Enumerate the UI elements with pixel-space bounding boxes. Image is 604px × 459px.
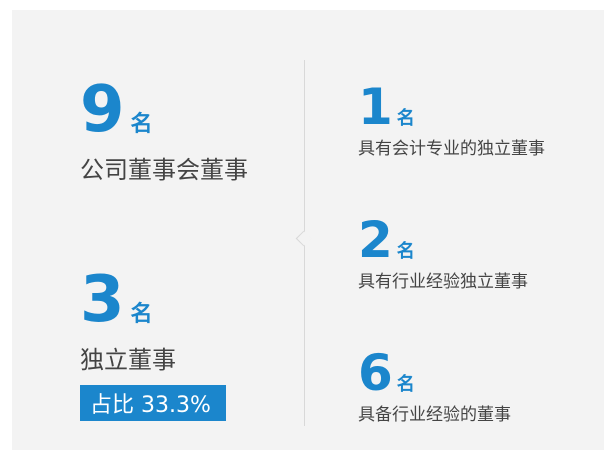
stat-label: 具有会计专业的独立董事 [358, 139, 545, 159]
stat-number: 6 [358, 344, 393, 402]
stat-number: 9 [80, 73, 125, 147]
divider-notch [295, 230, 312, 247]
stat-unit: 名 [396, 108, 415, 129]
stat-number: 3 [80, 263, 125, 337]
stat-label: 公司董事会董事 [80, 156, 248, 184]
ratio-badge: 占比 33.3% [80, 385, 226, 421]
stat-unit: 名 [130, 112, 153, 137]
stat-number: 1 [358, 78, 393, 136]
stat-unit: 名 [396, 241, 415, 262]
stat-label: 具有行业经验独立董事 [358, 272, 528, 292]
stat-label: 独立董事 [80, 346, 176, 374]
stat-unit: 名 [130, 302, 153, 327]
stat-label: 具备行业经验的董事 [358, 405, 511, 425]
stat-unit: 名 [396, 374, 415, 395]
stat-number: 2 [358, 211, 393, 269]
